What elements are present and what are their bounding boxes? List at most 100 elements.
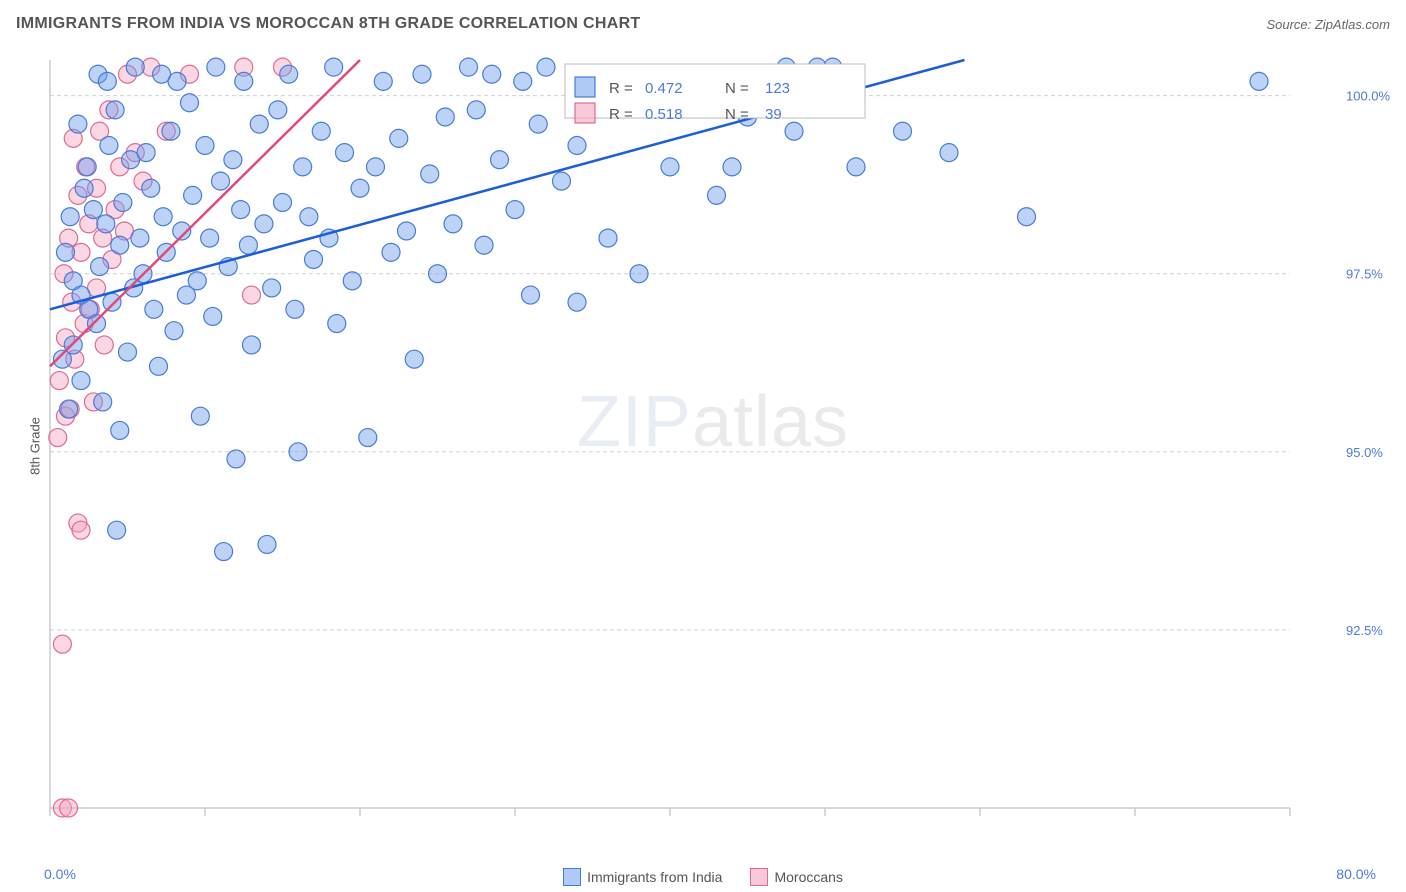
data-point-india [215,543,233,561]
data-point-india [522,286,540,304]
data-point-india [150,357,168,375]
legend-n-label: N = [725,80,749,97]
chart-source: Source: ZipAtlas.com [1266,17,1390,32]
data-point-moroccan [60,799,78,817]
legend-n-value: 123 [765,80,790,97]
y-tick-label: 100.0% [1346,89,1390,104]
data-point-india [514,72,532,90]
data-point-india [280,65,298,83]
data-point-india [568,136,586,154]
legend-label-india: Immigrants from India [587,869,722,885]
data-point-india [145,300,163,318]
data-point-india [154,208,172,226]
data-point-india [119,343,137,361]
data-point-india [263,279,281,297]
data-point-india [390,129,408,147]
data-point-india [343,272,361,290]
data-point-india [367,158,385,176]
data-point-india [421,165,439,183]
data-point-india [460,58,478,76]
data-point-india [568,293,586,311]
data-point-india [269,101,287,119]
data-point-moroccan [243,286,261,304]
data-point-india [137,144,155,162]
data-point-india [444,215,462,233]
data-point-india [60,400,78,418]
source-prefix: Source: [1266,17,1314,32]
data-point-india [286,300,304,318]
data-point-india [88,315,106,333]
legend-n-value: 39 [765,106,782,123]
data-point-india [57,243,75,261]
data-point-india [106,101,124,119]
data-point-india [84,201,102,219]
data-point-india [100,136,118,154]
data-point-india [312,122,330,140]
data-point-india [274,193,292,211]
data-point-india [168,72,186,90]
legend-r-value: 0.472 [645,80,683,97]
legend-n-label: N = [725,106,749,123]
data-point-india [305,250,323,268]
data-point-india [114,193,132,211]
data-point-india [97,215,115,233]
data-point-india [243,336,261,354]
data-point-india [405,350,423,368]
data-point-india [250,115,268,133]
data-point-india [351,179,369,197]
data-point-india [184,186,202,204]
scatter-chart: 92.5%95.0%97.5%100.0% R =0.472N =123R =0… [36,48,1390,828]
data-point-india [467,101,485,119]
data-point-india [630,265,648,283]
data-point-india [940,144,958,162]
data-point-india [382,243,400,261]
data-point-india [126,58,144,76]
bottom-legend: Immigrants from India Moroccans [0,868,1406,886]
data-point-india [207,58,225,76]
data-point-india [94,393,112,411]
data-point-india [398,222,416,240]
legend-swatch-pink [750,868,768,886]
data-point-india [142,179,160,197]
data-point-india [785,122,803,140]
data-point-india [131,229,149,247]
data-point-india [325,58,343,76]
legend-r-label: R = [609,106,633,123]
data-point-india [599,229,617,247]
data-point-india [235,72,253,90]
data-point-india [894,122,912,140]
data-point-india [204,307,222,325]
data-point-india [72,372,90,390]
data-point-india [212,172,230,190]
data-point-india [413,65,431,83]
data-point-moroccan [72,521,90,539]
data-point-india [191,407,209,425]
data-point-india [165,322,183,340]
data-point-india [108,521,126,539]
data-point-india [553,172,571,190]
data-point-india [529,115,547,133]
data-point-india [91,258,109,276]
data-point-india [289,443,307,461]
data-point-india [98,72,116,90]
legend-swatch-blue [563,868,581,886]
source-name: ZipAtlas.com [1315,17,1390,32]
data-point-india [723,158,741,176]
data-point-moroccan [95,336,113,354]
data-point-india [103,293,121,311]
data-point-moroccan [50,372,68,390]
data-point-india [78,158,96,176]
data-point-india [491,151,509,169]
data-point-india [255,215,273,233]
data-point-india [181,94,199,112]
data-point-india [162,122,180,140]
legend-label-moroccans: Moroccans [774,869,842,885]
data-point-india [436,108,454,126]
data-point-india [1250,72,1268,90]
data-point-india [75,179,93,197]
data-point-india [224,151,242,169]
y-tick-label: 95.0% [1346,445,1383,460]
chart-title: IMMIGRANTS FROM INDIA VS MOROCCAN 8TH GR… [16,15,641,33]
data-point-india [111,421,129,439]
data-point-india [188,272,206,290]
